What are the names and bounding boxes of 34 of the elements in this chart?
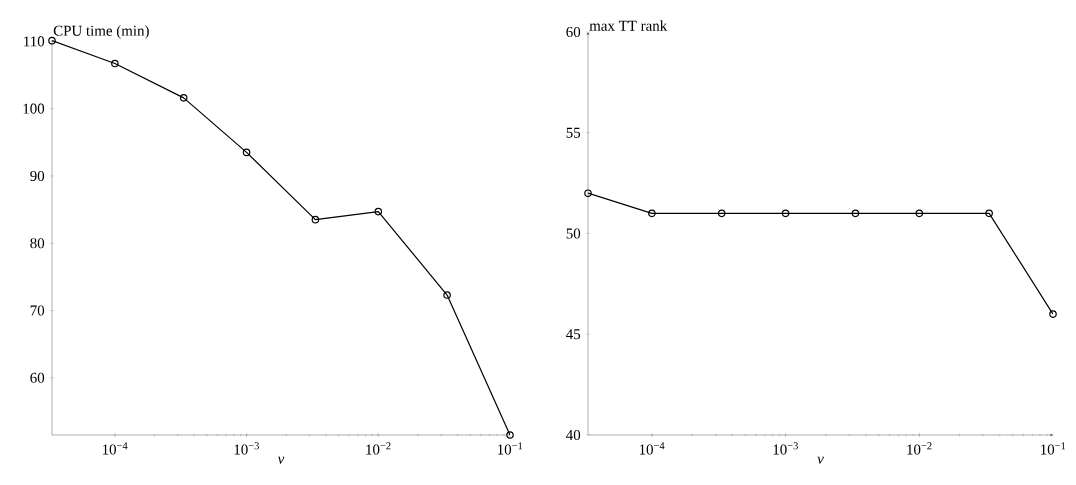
point <box>311 215 320 224</box>
point <box>717 209 726 218</box>
y-axis-title: max TT rank <box>589 20 668 31</box>
y-tick-label: 60 <box>566 26 581 38</box>
x-tick-label: 10$^{−3}$ <box>773 442 798 455</box>
y-tick-label: 80 <box>30 238 45 249</box>
point <box>374 207 383 216</box>
y-tick-label: 90 <box>30 170 45 181</box>
x-tick-label: 10$^{−2}$ <box>366 442 391 455</box>
y-tick-label: 60 <box>30 372 45 383</box>
y-tick-label: 110 <box>24 36 45 47</box>
point <box>781 209 790 218</box>
x-axis-title: ν <box>817 456 824 464</box>
x-tick-label: 10$^{−3}$ <box>234 442 259 455</box>
y-tick-label: 50 <box>566 228 581 239</box>
y-tick-label: 100 <box>23 103 45 114</box>
point <box>915 209 924 218</box>
point <box>1049 310 1057 318</box>
y-tick-label: 40 <box>566 429 581 441</box>
x-tick-label: 10$^{−4}$ <box>102 442 128 455</box>
point <box>506 431 514 439</box>
y-tick-label: 55 <box>566 127 581 138</box>
point <box>851 209 860 218</box>
y-axis-title: CPU time (min) <box>53 25 149 39</box>
y-tick-label: 45 <box>566 329 581 340</box>
x-tick-label: 10$^{−4}$ <box>639 442 665 455</box>
x-tick-label: 10$^{−1}$ <box>1041 442 1066 455</box>
point <box>242 148 251 157</box>
point <box>179 94 188 102</box>
x-tick-label: 10$^{−2}$ <box>907 442 932 455</box>
point <box>584 189 592 197</box>
x-axis-title: ν <box>277 456 285 464</box>
x-tick-label: 10$^{−1}$ <box>498 442 523 455</box>
y-tick-label: 70 <box>30 305 45 316</box>
